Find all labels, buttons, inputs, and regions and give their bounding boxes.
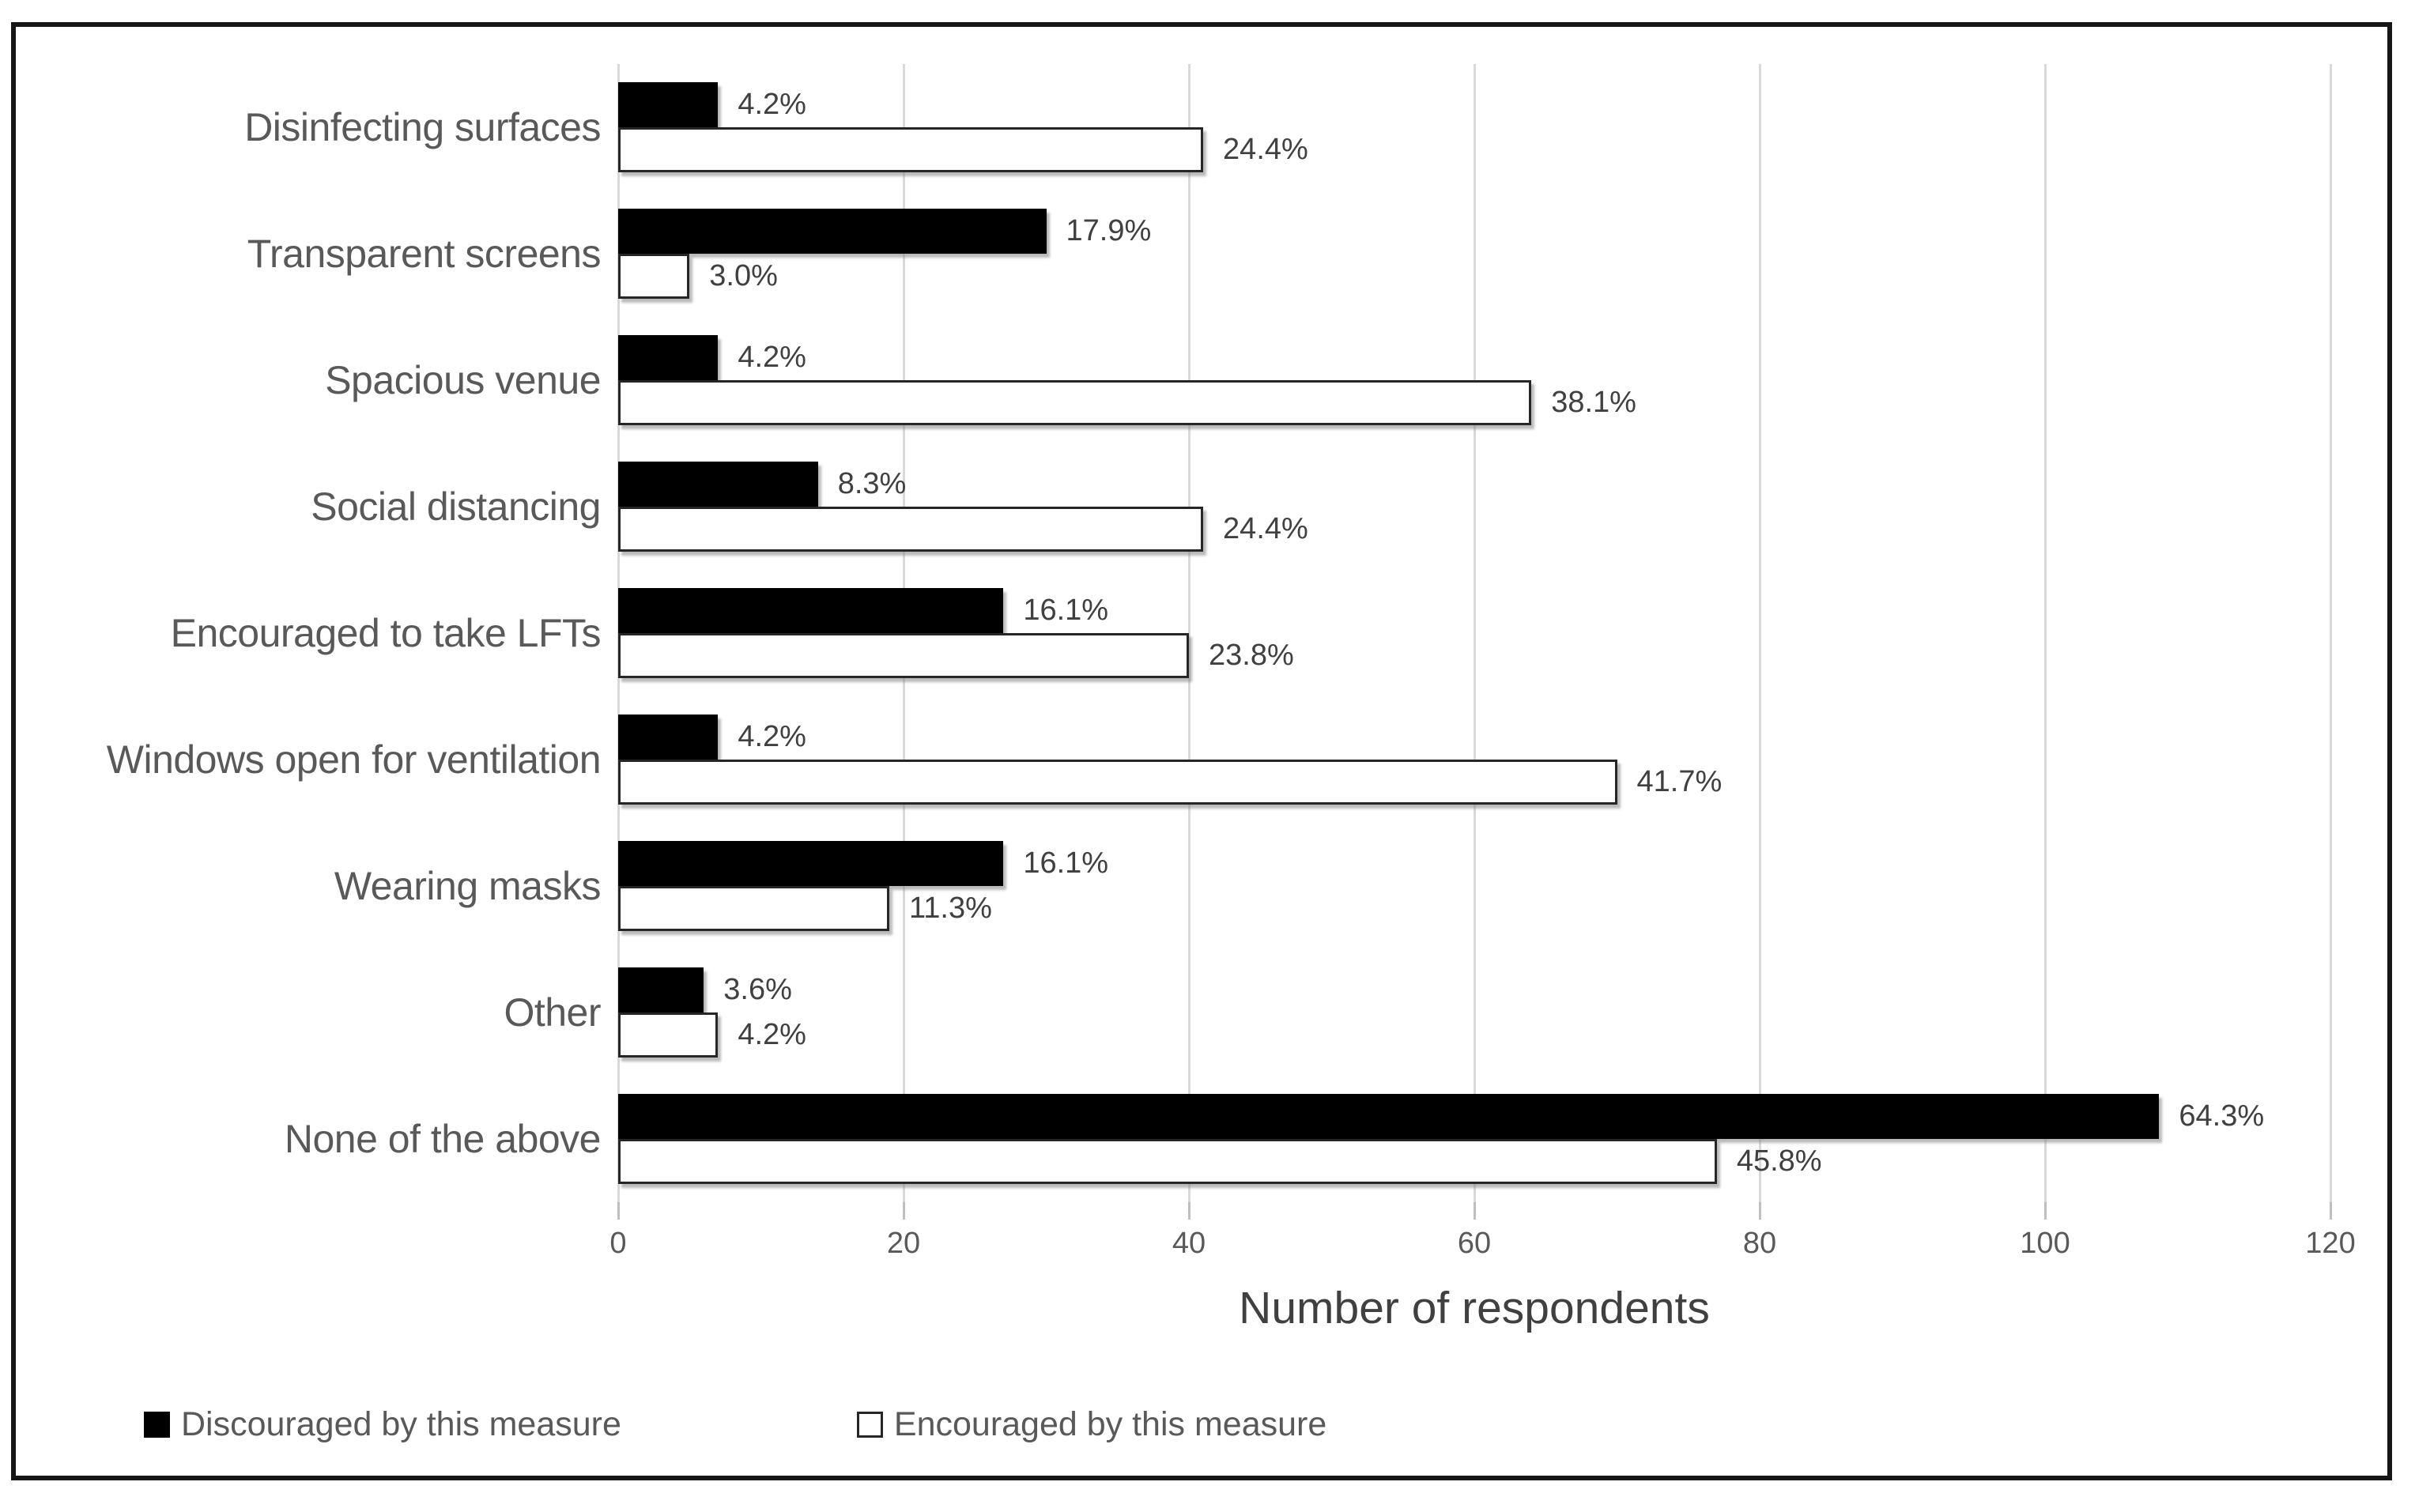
category-label: Disinfecting surfaces bbox=[244, 105, 601, 149]
data-label: 45.8% bbox=[1736, 1144, 1822, 1178]
x-tick-label: 120 bbox=[2305, 1227, 2356, 1260]
bar-encouraged bbox=[618, 507, 1204, 552]
bar-encouraged bbox=[618, 886, 889, 931]
gridline bbox=[1759, 64, 1761, 1202]
data-label: 17.9% bbox=[1066, 214, 1152, 247]
axis-tick-mark bbox=[903, 1202, 905, 1220]
bar-encouraged bbox=[618, 760, 1617, 805]
bar-discouraged bbox=[618, 462, 818, 507]
x-axis-title: Number of respondents bbox=[1239, 1283, 1710, 1333]
data-label: 4.2% bbox=[738, 88, 806, 121]
x-tick-label: 40 bbox=[1172, 1227, 1206, 1260]
legend-item-encouraged: Encouraged by this measure bbox=[856, 1405, 1327, 1444]
x-tick-label: 60 bbox=[1457, 1227, 1492, 1260]
bar-discouraged bbox=[618, 1094, 2160, 1139]
legend: Discouraged by this measure Encouraged b… bbox=[144, 1405, 1326, 1444]
data-label: 8.3% bbox=[837, 467, 907, 500]
axis-tick-mark bbox=[2330, 1202, 2332, 1220]
x-tick-label: 80 bbox=[1742, 1227, 1777, 1260]
bar-discouraged bbox=[618, 209, 1047, 254]
x-tick-label: 0 bbox=[609, 1227, 627, 1260]
legend-label-discouraged: Discouraged by this measure bbox=[181, 1405, 621, 1443]
gridline bbox=[2044, 64, 2047, 1202]
category-label: Social distancing bbox=[311, 485, 601, 529]
x-tick-label: 100 bbox=[2020, 1227, 2070, 1260]
axis-tick-mark bbox=[1188, 1202, 1191, 1220]
category-label: Other bbox=[504, 990, 601, 1035]
category-label: Windows open for ventilation bbox=[106, 737, 602, 782]
bar-encouraged bbox=[618, 1012, 719, 1058]
bar-discouraged bbox=[618, 841, 1004, 886]
bar-encouraged bbox=[618, 254, 690, 299]
legend-swatch-discouraged bbox=[144, 1412, 170, 1438]
data-label: 23.8% bbox=[1209, 639, 1294, 672]
axis-tick-mark bbox=[617, 1202, 620, 1220]
bar-encouraged bbox=[618, 1139, 1717, 1184]
axis-tick-mark bbox=[2044, 1202, 2047, 1220]
data-label: 24.4% bbox=[1223, 512, 1308, 545]
category-label: Wearing masks bbox=[334, 864, 602, 908]
gridline bbox=[1474, 64, 1476, 1202]
data-label: 64.3% bbox=[2179, 1099, 2265, 1133]
gridline bbox=[1188, 64, 1191, 1202]
data-label: 16.1% bbox=[1023, 594, 1109, 627]
bar-encouraged bbox=[618, 633, 1189, 678]
axis-tick-mark bbox=[1759, 1202, 1761, 1220]
category-label: Spacious venue bbox=[325, 358, 601, 402]
data-label: 11.3% bbox=[908, 892, 992, 925]
bar-discouraged bbox=[618, 715, 719, 760]
legend-label-encouraged: Encouraged by this measure bbox=[893, 1405, 1327, 1443]
bar-discouraged bbox=[618, 82, 719, 127]
data-label: 3.6% bbox=[723, 973, 792, 1006]
data-label: 4.2% bbox=[738, 720, 806, 753]
bar-discouraged bbox=[618, 967, 704, 1012]
bar-encouraged bbox=[618, 127, 1204, 172]
legend-item-discouraged: Discouraged by this measure bbox=[144, 1405, 621, 1444]
data-label: 24.4% bbox=[1223, 133, 1308, 166]
data-label: 38.1% bbox=[1551, 386, 1636, 419]
bar-discouraged bbox=[618, 588, 1004, 633]
axis-tick-mark bbox=[1474, 1202, 1476, 1220]
data-label: 41.7% bbox=[1636, 765, 1723, 798]
category-label: None of the above bbox=[284, 1117, 602, 1161]
gridline bbox=[2330, 64, 2332, 1202]
legend-swatch-encouraged bbox=[856, 1412, 883, 1438]
chart-outer-frame bbox=[11, 22, 2392, 1480]
data-label: 4.2% bbox=[738, 341, 806, 374]
data-label: 4.2% bbox=[738, 1018, 806, 1051]
category-label: Encouraged to take LFTs bbox=[170, 611, 602, 655]
x-tick-label: 20 bbox=[886, 1227, 921, 1260]
plot-area: 4.2% 24.4% 17.9% 3.0% 4.2% 38.1% 8.3% 24.4% 16.1… bbox=[617, 64, 2332, 1220]
bar-discouraged bbox=[618, 335, 719, 380]
data-label: 16.1% bbox=[1023, 846, 1109, 880]
data-label: 3.0% bbox=[709, 259, 778, 292]
category-label: Transparent screens bbox=[247, 232, 602, 276]
bar-encouraged bbox=[618, 380, 1532, 425]
